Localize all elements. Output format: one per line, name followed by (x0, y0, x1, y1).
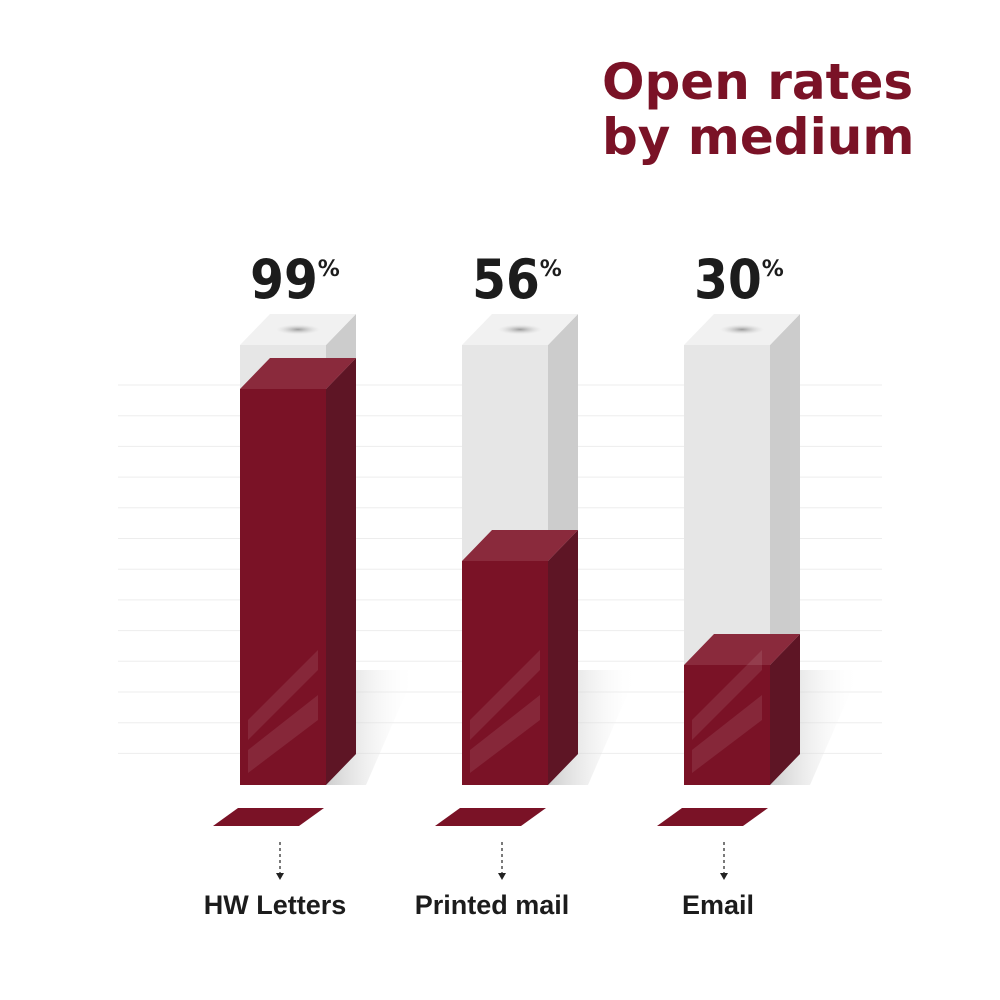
bar-fill-side (548, 530, 578, 785)
bar-value-label: 30% (694, 248, 784, 311)
bar-group: 30% Email (657, 248, 860, 920)
bar-fill-top (684, 634, 800, 665)
bar-highlight (470, 650, 540, 740)
arrow-head-icon (276, 873, 284, 880)
bar-base (435, 808, 546, 826)
category-label: Email (682, 890, 754, 920)
bar-value-label: 99% (250, 248, 340, 311)
bar-fill-side (770, 634, 800, 785)
container-opening (720, 324, 764, 335)
category-label: Printed mail (415, 890, 570, 920)
arrow-head-icon (498, 873, 506, 880)
bar-highlight (692, 695, 762, 773)
bar-highlight (248, 695, 318, 773)
bar-highlight (692, 650, 762, 740)
bar-fill-top (462, 530, 578, 561)
container-opening (498, 324, 542, 335)
bar-fill-front (462, 561, 548, 785)
category-label: HW Letters (204, 890, 347, 920)
bar-highlight (470, 695, 540, 773)
bar-group: 56% Printed mail (415, 248, 638, 920)
bars: 99% HW Letters 56% Printed mail 30% Email (204, 248, 860, 920)
bar-base (657, 808, 768, 826)
bar-group: 99% HW Letters (204, 248, 416, 920)
chart-title-line-2: by medium (602, 108, 914, 166)
bar-fill-front (240, 389, 326, 785)
bar-highlight (248, 650, 318, 740)
bar-value-label: 56% (472, 248, 562, 311)
container-opening (276, 324, 320, 335)
bar-base (213, 808, 324, 826)
bar-fill-top (240, 358, 356, 389)
bar-fill-side (326, 358, 356, 785)
chart-title-line-1: Open rates (602, 53, 913, 111)
bar-fill-front (684, 665, 770, 785)
arrow-head-icon (720, 873, 728, 880)
